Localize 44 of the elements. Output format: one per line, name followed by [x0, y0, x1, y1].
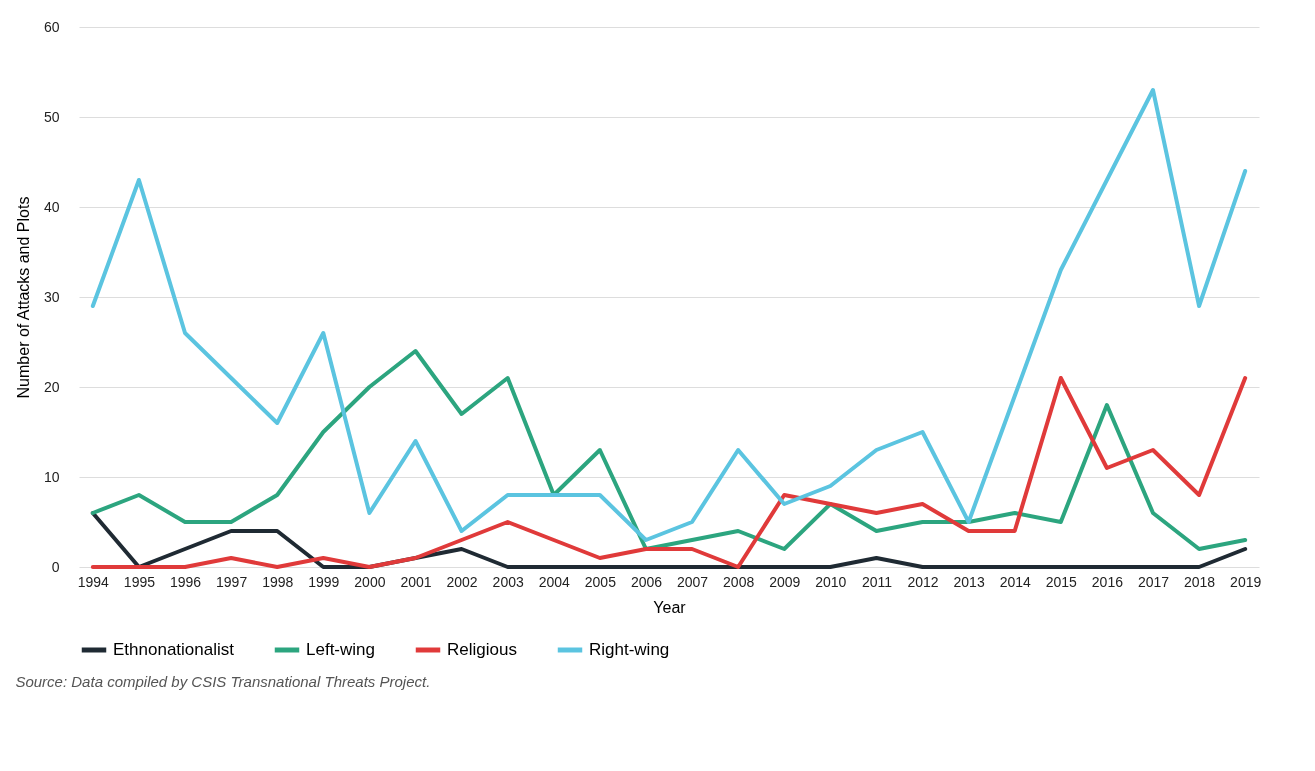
- y-tick-label: 40: [43, 198, 60, 215]
- x-tick-label: 2005: [584, 573, 617, 590]
- x-tick-label: 1996: [169, 573, 202, 590]
- y-tick-label: 50: [43, 108, 60, 125]
- y-tick-label: 30: [43, 288, 60, 305]
- x-tick-label: 2004: [538, 573, 571, 590]
- line-series: [90, 511, 1248, 569]
- x-tick-label: 2001: [400, 573, 432, 590]
- x-tick-label: 2009: [769, 573, 801, 590]
- x-tick-label: 2018: [1184, 573, 1216, 590]
- y-tick-label: 20: [43, 378, 60, 395]
- x-tick-label: 2015: [1045, 573, 1078, 590]
- x-tick-label: 2006: [630, 573, 663, 590]
- x-tick-label: 2007: [676, 573, 709, 590]
- x-tick-label: 1998: [262, 573, 294, 590]
- line-series: [90, 376, 1248, 569]
- x-tick-label: 2011: [861, 573, 893, 590]
- x-tick-label: 2000: [354, 573, 386, 590]
- x-tick-label: 2014: [999, 573, 1031, 590]
- y-tick-label: 60: [43, 18, 60, 35]
- x-tick-label: 2017: [1137, 573, 1170, 590]
- y-tick-label: 0: [51, 558, 60, 575]
- x-tick-label: 2013: [953, 573, 985, 590]
- x-tick-label: 2010: [815, 573, 847, 590]
- source-note: Source: Data compiled by CSIS Transnational Threats Project.: [15, 673, 431, 690]
- y-tick-label: 10: [43, 468, 60, 485]
- x-tick-label: 2002: [446, 573, 478, 590]
- x-tick-label: 1994: [77, 573, 110, 590]
- x-tick-label: 2003: [492, 573, 524, 590]
- x-tick-label: 2008: [723, 573, 755, 590]
- x-tick-label: 1999: [308, 573, 340, 590]
- legend-label: Left-wing: [306, 640, 375, 659]
- x-axis-title: Year: [653, 598, 687, 616]
- y-axis-title: Number of Attacks and Plots: [14, 196, 32, 399]
- legend-label: Religious: [447, 640, 517, 659]
- line-series: [90, 88, 1248, 542]
- x-tick-label: 2019: [1230, 573, 1262, 590]
- x-tick-label: 2016: [1091, 573, 1124, 590]
- line-series: [90, 349, 1248, 551]
- x-tick-label: 1997: [216, 573, 248, 590]
- legend-label: Right-wing: [589, 640, 670, 659]
- legend-label: Ethnonationalist: [113, 640, 235, 659]
- x-tick-label: 2012: [907, 573, 939, 590]
- x-tick-label: 1995: [123, 573, 156, 590]
